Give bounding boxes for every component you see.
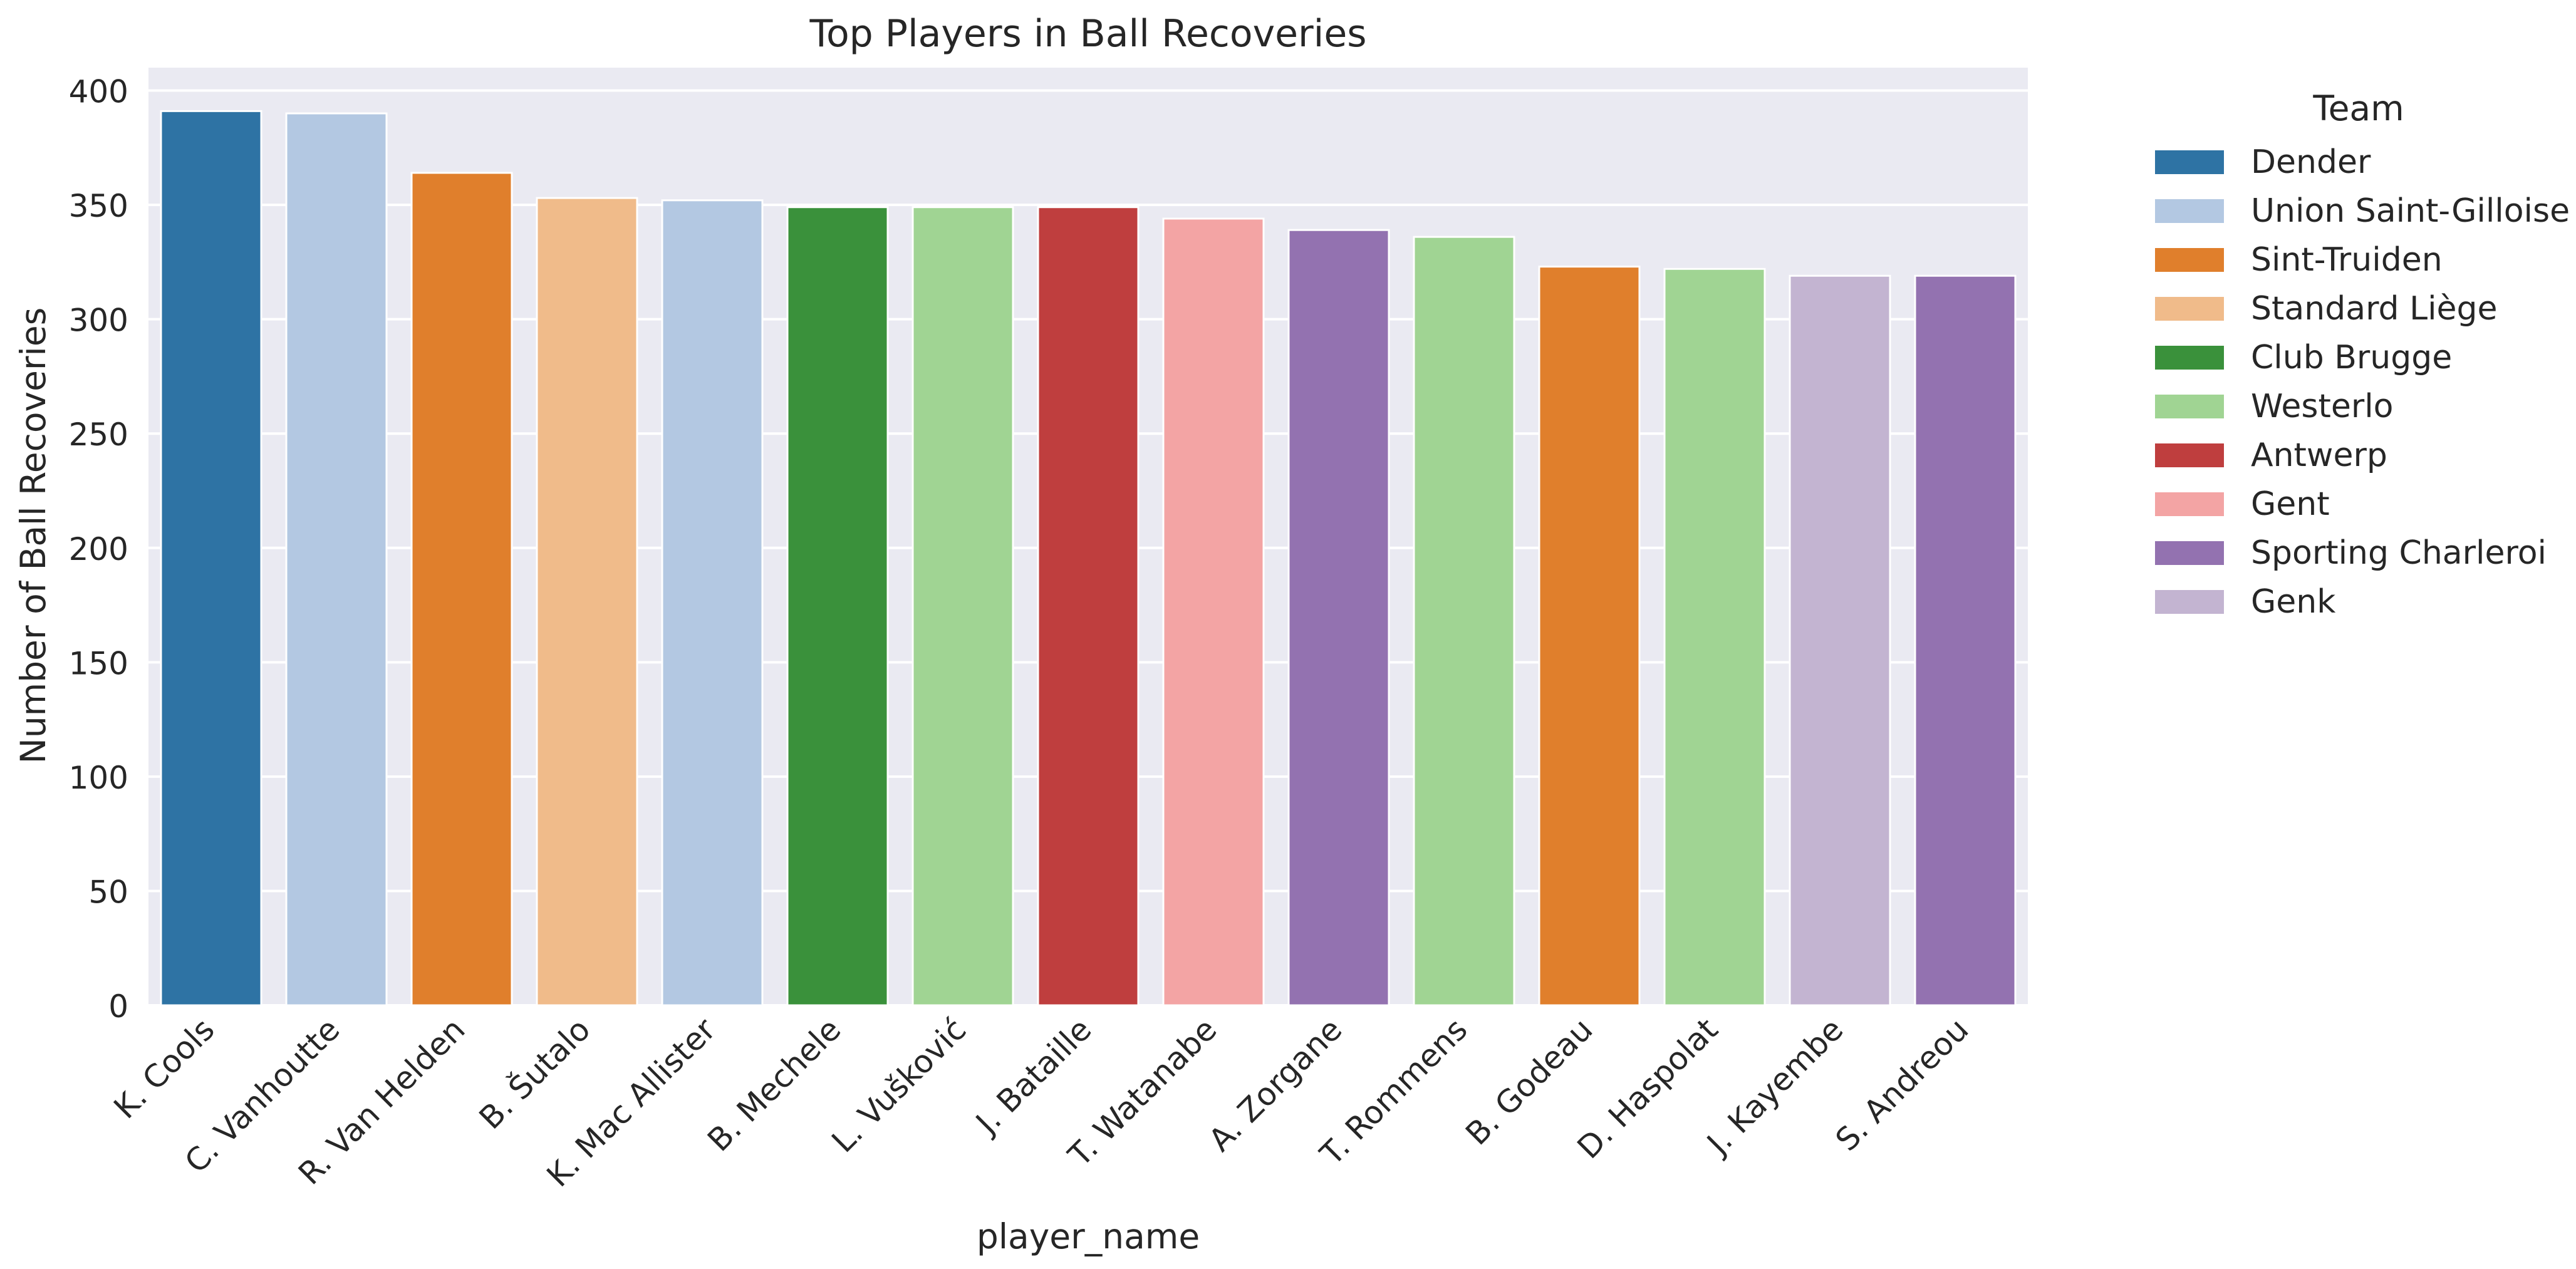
legend-swatch (2155, 590, 2224, 614)
bar (1663, 267, 1766, 1007)
y-tick-label: 100 (69, 760, 128, 796)
bar (1413, 236, 1515, 1007)
bar (160, 110, 262, 1007)
legend-label: Sint-Truiden (2251, 241, 2443, 279)
legend-swatch (2155, 346, 2224, 370)
x-tick-label: B. Godeau (1458, 1011, 1599, 1152)
legend-label: Union Saint-Gilloise (2251, 192, 2570, 230)
y-tick-label: 250 (69, 417, 128, 453)
y-axis-label: Number of Ball Recoveries (13, 308, 53, 764)
legend-swatch (2155, 395, 2224, 418)
bar (1037, 206, 1140, 1007)
legend-label: Sporting Charleroi (2251, 534, 2547, 572)
bar (1287, 229, 1390, 1007)
legend-label: Gent (2251, 485, 2330, 523)
legend-swatch (2155, 248, 2224, 272)
bar (661, 199, 764, 1007)
legend-label: Standard Liège (2251, 290, 2498, 328)
bar (1162, 217, 1265, 1007)
x-tick-label: B. Šutalo (472, 1011, 597, 1136)
x-tick-label: J. Bataille (968, 1011, 1099, 1142)
legend-swatch (2155, 443, 2224, 467)
legend-swatch (2155, 492, 2224, 516)
bar (911, 206, 1014, 1007)
legend-swatch (2155, 297, 2224, 321)
legend-label: Club Brugge (2251, 339, 2452, 376)
x-tick-label: S. Andreou (1829, 1011, 1976, 1158)
legend-label: Dender (2251, 143, 2371, 181)
bar (786, 206, 889, 1007)
x-axis-label: player_name (977, 1216, 1200, 1256)
y-tick-label: 50 (88, 874, 128, 910)
bar (1538, 266, 1641, 1007)
x-tick-label: L. Vušković (825, 1011, 974, 1159)
legend-label: Westerlo (2251, 388, 2393, 425)
legend-swatch (2155, 150, 2224, 174)
legend-label: Genk (2251, 583, 2335, 621)
legend-swatch (2155, 199, 2224, 223)
y-tick-label: 150 (69, 645, 128, 681)
legend-label: Antwerp (2251, 437, 2387, 474)
y-tick-label: 400 (69, 74, 128, 110)
y-tick-label: 300 (69, 303, 128, 339)
bar (285, 112, 388, 1007)
y-tick-label: 200 (69, 531, 128, 567)
x-tick-label: K. Cools (107, 1011, 222, 1126)
bar (1914, 274, 2017, 1007)
bar (536, 197, 638, 1007)
legend-swatch (2155, 541, 2224, 565)
y-tick-label: 350 (69, 188, 128, 224)
y-tick-label: 0 (108, 988, 128, 1025)
bar (1789, 274, 1891, 1007)
chart-title: Top Players in Ball Recoveries (809, 12, 1366, 56)
legend-title: Team (2312, 88, 2404, 128)
bar (410, 172, 513, 1007)
legend: Dender Union Saint-Gilloise Sint-Truiden St… (2155, 143, 2570, 621)
x-tick-label: B. Mechele (700, 1011, 848, 1158)
